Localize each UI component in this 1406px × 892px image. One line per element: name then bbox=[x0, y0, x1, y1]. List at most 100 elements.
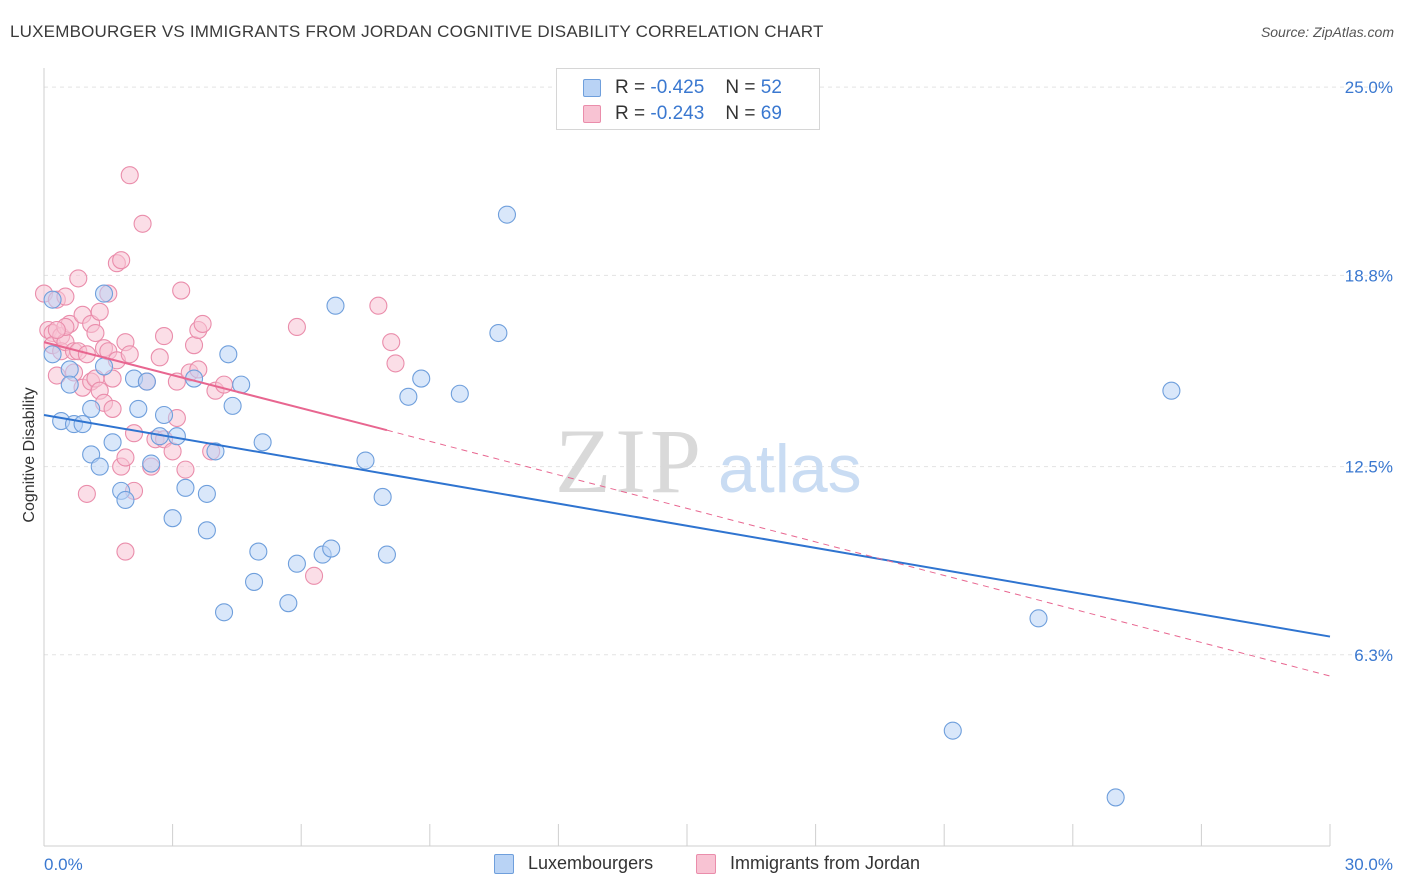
luxembourger-point bbox=[377, 545, 396, 564]
jordan-point bbox=[163, 442, 182, 461]
luxembourger-point bbox=[90, 457, 109, 476]
luxembourger-point bbox=[214, 603, 234, 622]
source-label: Source: ZipAtlas.com bbox=[1260, 24, 1394, 40]
data-points bbox=[34, 166, 1181, 807]
bottom-legend-label: Immigrants from Jordan bbox=[730, 853, 921, 873]
jordan-point bbox=[133, 214, 152, 233]
luxembourger-point bbox=[94, 284, 114, 303]
jordan-point bbox=[172, 281, 191, 300]
luxembourger-point bbox=[154, 405, 174, 425]
luxembourger-point bbox=[163, 509, 182, 528]
y-tick-label: 12.5% bbox=[1345, 458, 1393, 477]
luxembourger-point bbox=[73, 415, 92, 434]
bottom-legend-swatch-pink bbox=[696, 854, 716, 874]
watermark: ZIP atlas bbox=[555, 410, 862, 512]
luxembourger-point bbox=[253, 433, 272, 452]
luxembourger-point bbox=[103, 433, 122, 452]
luxembourger-point bbox=[129, 399, 148, 418]
luxembourger-point bbox=[943, 721, 962, 740]
jordan-point bbox=[382, 333, 401, 352]
jordan-point bbox=[193, 314, 212, 333]
luxembourger-point bbox=[450, 384, 469, 403]
legend-swatch-pink bbox=[583, 105, 601, 123]
jordan-point bbox=[184, 336, 204, 355]
luxembourger-point bbox=[244, 572, 264, 591]
y-tick-label: 6.3% bbox=[1354, 646, 1393, 665]
legend-r-label: R = bbox=[615, 77, 646, 98]
axes bbox=[43, 68, 1331, 847]
jordan-point bbox=[112, 251, 131, 270]
watermark-zip: ZIP bbox=[555, 410, 705, 512]
luxembourger-point bbox=[60, 375, 79, 394]
jordan-trend-line bbox=[43, 341, 388, 432]
luxembourger-point bbox=[373, 487, 392, 506]
jordan-point bbox=[86, 323, 105, 343]
legend-swatch-blue bbox=[583, 79, 601, 97]
legend-r-value: -0.243 bbox=[650, 103, 705, 124]
legend-n-value: 52 bbox=[760, 77, 782, 98]
luxembourger-trend-line bbox=[43, 414, 1331, 638]
correlation-legend: R = -0.425 N = 52 R = -0.243 N = 69 bbox=[556, 68, 820, 130]
luxembourger-point bbox=[43, 290, 62, 309]
jordan-point bbox=[116, 542, 135, 561]
y-tick-label: 25.0% bbox=[1345, 78, 1393, 97]
luxembourger-point bbox=[219, 345, 238, 364]
jordan-point bbox=[103, 399, 122, 418]
jordan-point bbox=[154, 327, 174, 346]
grid-lines bbox=[44, 86, 1392, 656]
luxembourger-point bbox=[116, 490, 135, 510]
tick-labels: 6.3% 12.5% 18.8% 25.0% 0.0% 30.0% bbox=[44, 78, 1393, 874]
luxembourger-point bbox=[497, 205, 517, 224]
jordan-point bbox=[150, 348, 169, 367]
luxembourger-point bbox=[356, 451, 375, 470]
luxembourger-point bbox=[279, 594, 298, 613]
jordan-point bbox=[305, 566, 324, 585]
luxembourger-point bbox=[137, 372, 156, 391]
luxembourger-point bbox=[412, 369, 431, 388]
legend-r-value: -0.425 bbox=[650, 77, 705, 98]
luxembourger-point bbox=[287, 554, 306, 573]
legend-n-label: N = bbox=[725, 77, 756, 98]
luxembourger-point bbox=[197, 521, 216, 540]
legend-n-value: 69 bbox=[760, 103, 782, 124]
y-tick-label: 18.8% bbox=[1345, 266, 1393, 285]
luxembourger-point bbox=[249, 542, 268, 561]
y-axis-label: Cognitive Disability bbox=[21, 387, 38, 522]
jordan-point bbox=[124, 424, 144, 443]
luxembourger-point bbox=[326, 296, 345, 315]
x-tick-label: 0.0% bbox=[44, 855, 83, 874]
luxembourger-point bbox=[94, 357, 114, 376]
legend-n-label: N = bbox=[725, 103, 756, 124]
luxembourger-point bbox=[206, 442, 225, 461]
jordan-point bbox=[386, 354, 405, 373]
jordan-point bbox=[77, 484, 96, 503]
luxembourger-point bbox=[223, 396, 242, 415]
jordan-point bbox=[287, 317, 306, 337]
luxembourger-point bbox=[322, 539, 341, 558]
chart-title: LUXEMBOURGER VS IMMIGRANTS FROM JORDAN C… bbox=[10, 22, 824, 41]
luxembourger-point bbox=[1106, 788, 1125, 807]
jordan-trend-extension bbox=[386, 429, 1331, 677]
luxembourger-point bbox=[1029, 609, 1048, 628]
luxembourger-point bbox=[399, 387, 418, 406]
luxembourger-point bbox=[142, 454, 161, 473]
jordan-point bbox=[120, 166, 139, 185]
luxembourger-point bbox=[176, 478, 195, 497]
luxembourger-point bbox=[489, 323, 508, 343]
jordan-point bbox=[116, 448, 135, 467]
luxembourger-point bbox=[1162, 381, 1181, 400]
luxembourger-point bbox=[43, 345, 62, 364]
jordan-point bbox=[47, 320, 66, 340]
luxembourger-point bbox=[82, 399, 101, 418]
jordan-point bbox=[77, 345, 96, 364]
jordan-point bbox=[176, 460, 195, 479]
watermark-atlas: atlas bbox=[718, 431, 862, 507]
jordan-point bbox=[90, 302, 109, 321]
legend-r-label: R = bbox=[615, 103, 646, 124]
x-tick-label: 30.0% bbox=[1345, 855, 1393, 874]
luxembourger-point bbox=[60, 360, 79, 379]
jordan-point bbox=[69, 269, 88, 288]
bottom-legend-label: Luxembourgers bbox=[528, 853, 654, 873]
jordan-point bbox=[369, 296, 388, 315]
